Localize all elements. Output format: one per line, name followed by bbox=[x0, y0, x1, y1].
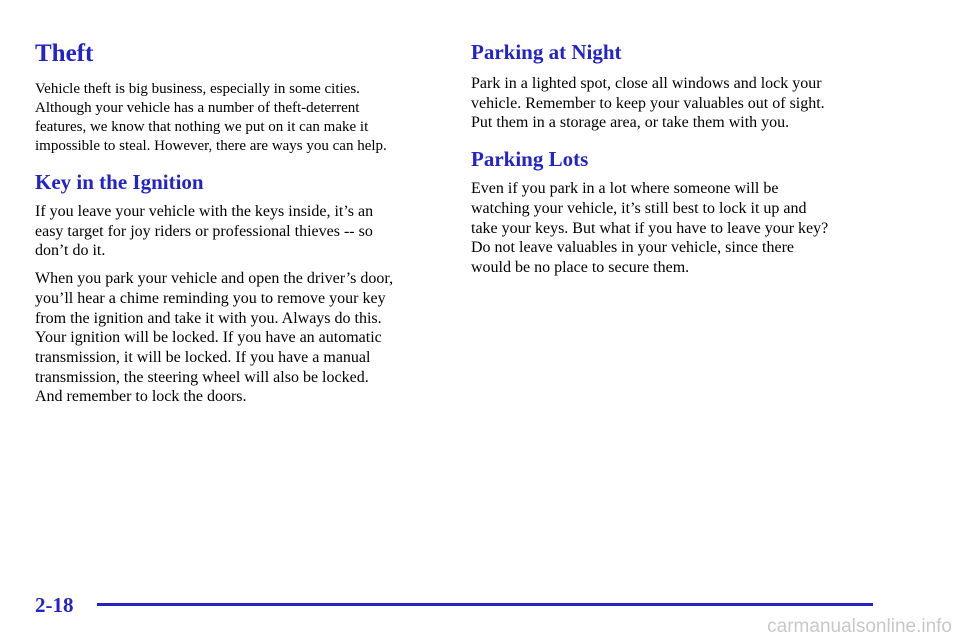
paragraph: Vehicle theft is big business, especiall… bbox=[35, 80, 445, 156]
text-line: And remember to lock the doors. bbox=[35, 388, 247, 406]
text-line: watching your vehicle, it’s still best t… bbox=[471, 199, 807, 217]
left-column: Theft Vehicle theft is big business, espe… bbox=[35, 38, 445, 415]
section-heading: Parking at Night bbox=[471, 40, 622, 64]
right-column: Parking at Night Park in a lighted spot, … bbox=[471, 38, 881, 286]
section-heading: Parking Lots bbox=[471, 147, 589, 172]
text-line: take your keys. But what if you have to … bbox=[471, 219, 829, 237]
footer-rule bbox=[97, 603, 873, 606]
watermark: carmanualsonline.info bbox=[767, 616, 952, 637]
text-line: from the ignition and take it with you. … bbox=[35, 309, 382, 327]
text-line: If you leave your vehicle with the keys … bbox=[35, 203, 374, 220]
text-line: impossible to steal. However, there are … bbox=[35, 138, 387, 154]
text-line: Park in a lighted spot, close all window… bbox=[471, 75, 822, 92]
text-line: don’t do it. bbox=[35, 242, 106, 260]
text-line: you’ll hear a chime reminding you to rem… bbox=[35, 289, 386, 307]
text-line: When you park your vehicle and open the … bbox=[35, 270, 394, 288]
text-line: Do not leave valuables in your vehicle, … bbox=[471, 239, 794, 257]
text-line: Put them in a storage area, or take them… bbox=[471, 114, 790, 132]
text-line: Your ignition will be locked. If you hav… bbox=[35, 329, 382, 347]
text-line: Vehicle theft is big business, especiall… bbox=[35, 81, 360, 97]
page-number: 2-18 bbox=[35, 593, 74, 617]
text-line: would be no place to secure them. bbox=[471, 258, 690, 276]
paragraph: If you leave your vehicle with the keys … bbox=[35, 202, 445, 261]
paragraph: Park in a lighted spot, close all window… bbox=[471, 74, 881, 133]
text-line: transmission, it will be locked. If you … bbox=[35, 348, 371, 366]
text-line: Even if you park in a lot where someone … bbox=[471, 180, 779, 198]
section-heading: Theft bbox=[35, 40, 94, 67]
text-line: vehicle. Remember to keep your valuables… bbox=[471, 94, 825, 112]
section-heading: Key in the Ignition bbox=[35, 170, 204, 194]
paragraph: Even if you park in a lot where someone … bbox=[471, 179, 881, 278]
text-line: Although your vehicle has a number of th… bbox=[35, 100, 360, 116]
paragraph: When you park your vehicle and open the … bbox=[35, 269, 445, 407]
text-line: easy target for joy riders or profession… bbox=[35, 222, 373, 240]
text-line: transmission, the steering wheel will al… bbox=[35, 368, 369, 386]
text-line: features, we know that nothing we put on… bbox=[35, 119, 369, 135]
